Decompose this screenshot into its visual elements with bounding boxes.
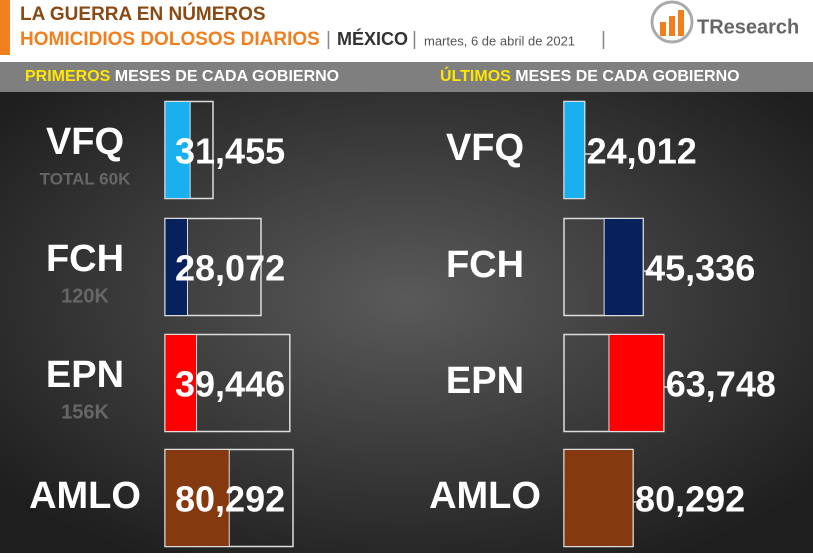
title: LA GUERRA EN NÚMEROS: [20, 3, 266, 25]
bar: [608, 334, 665, 432]
total-label: 156K: [61, 401, 109, 423]
value-label: 28,072: [175, 248, 285, 289]
category-label: VFQ: [446, 127, 524, 169]
logo-icon: [650, 0, 694, 44]
section-band: [0, 62, 813, 92]
category-label: AMLO: [29, 475, 141, 517]
subtitle: HOMICIDIOS DOLOSOS DIARIOS: [20, 29, 320, 50]
title-rest: MESES DE CADA GOBIERNO: [515, 68, 739, 85]
value-label: 80,292: [175, 479, 285, 520]
logo: TResearch: [697, 16, 799, 38]
category-label: FCH: [46, 238, 124, 280]
panel-title: ÚLTIMOS MESES DE CADA GOBIERNO: [440, 66, 740, 85]
bar: [603, 218, 644, 316]
sep: |: [601, 29, 606, 50]
category-label: VFQ: [46, 121, 124, 163]
value-label: 45,336: [645, 248, 755, 289]
title-rest: MESES DE CADA GOBIERNO: [115, 68, 339, 85]
country: MÉXICO: [337, 28, 408, 49]
category-label: FCH: [446, 244, 524, 286]
value-label: 80,292: [635, 479, 745, 520]
accent-bar: [0, 0, 10, 55]
value-label: 24,012: [587, 131, 697, 172]
bar: [164, 449, 230, 547]
bar: [563, 101, 586, 199]
value-label: 39,446: [175, 364, 285, 405]
category-label: EPN: [46, 354, 124, 396]
sep: |: [326, 29, 331, 50]
title-highlight: ÚLTIMOS: [440, 66, 511, 85]
value-label: 63,748: [666, 364, 776, 405]
bar: [164, 334, 198, 432]
category-label: EPN: [446, 360, 524, 402]
bar: [563, 449, 634, 547]
total-label: TOTAL 60K: [40, 169, 131, 188]
category-label: AMLO: [429, 475, 541, 517]
bar: [164, 101, 191, 199]
value-label: 31,455: [175, 131, 285, 172]
sep: |: [412, 29, 417, 50]
panel-title: PRIMEROS MESES DE CADA GOBIERNO: [25, 68, 339, 85]
total-label: 120K: [61, 285, 109, 307]
title-highlight: PRIMEROS: [25, 68, 111, 85]
bar: [164, 218, 188, 316]
date: martes, 6 de abril de 2021: [424, 33, 575, 48]
panel-bg: [0, 92, 813, 553]
